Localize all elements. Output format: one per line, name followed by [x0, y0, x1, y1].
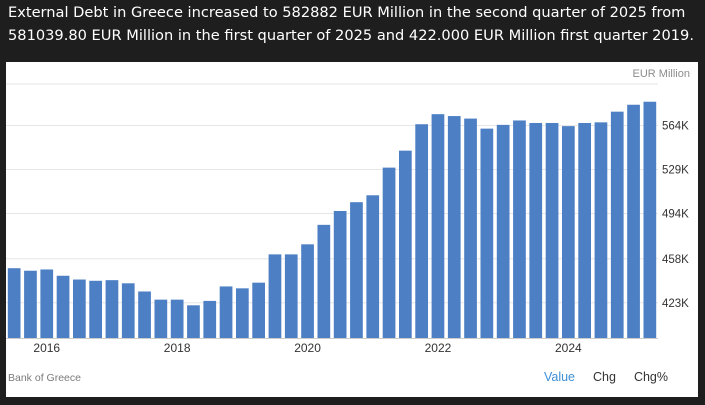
y-tick-label: 529K [662, 165, 689, 177]
chart-card: 423K 458K 494K 529K 564K 2016 2018 2020 2022 2024… [6, 62, 698, 397]
bar [138, 291, 151, 338]
bar [89, 280, 103, 338]
y-tick-label: 458K [662, 254, 689, 266]
bar [56, 275, 70, 338]
headline-line-2: 581039.80 EUR Million in the first quart… [8, 27, 694, 44]
x-tick-label: 2018 [164, 341, 191, 355]
x-tick-label: 2022 [425, 341, 452, 355]
bar [480, 128, 494, 338]
bar [545, 122, 559, 338]
bar [496, 124, 510, 338]
y-tick-label: 494K [662, 209, 689, 221]
bar [187, 305, 200, 338]
bar [284, 254, 298, 338]
bar [382, 167, 396, 338]
x-tick-label: 2016 [33, 341, 60, 355]
source-label: Bank of Greece [8, 372, 81, 384]
bar [170, 299, 184, 338]
bar [627, 104, 640, 338]
y-tick-label: 423K [662, 298, 689, 310]
external-debt-chart: 423K 458K 494K 529K 564K 2016 2018 2020 2022 2024 [6, 83, 689, 355]
bar [24, 270, 37, 338]
bar [40, 269, 54, 338]
bar [398, 150, 412, 338]
bar [350, 202, 363, 338]
view-tabs: Value Chg Chg% [544, 370, 668, 384]
bar [72, 279, 86, 338]
x-tick-label: 2020 [294, 341, 321, 355]
bar [105, 280, 119, 338]
bar [447, 116, 461, 338]
bar [578, 122, 592, 338]
bar [121, 283, 135, 338]
bar [529, 122, 543, 338]
bar [594, 122, 608, 338]
y-tick-label: 564K [662, 120, 689, 132]
bar [154, 299, 168, 338]
bar [235, 288, 249, 338]
bar [366, 195, 380, 338]
unit-label: EUR Million [632, 68, 690, 80]
headline: External Debt in Greece increased to 582… [8, 0, 703, 47]
bar [610, 111, 624, 338]
bar [415, 124, 429, 338]
bar [268, 254, 282, 338]
bar [301, 244, 314, 338]
headline-line-1: External Debt in Greece increased to 582… [8, 4, 686, 21]
bar [643, 101, 657, 338]
tab-chg-percent[interactable]: Chg% [633, 370, 668, 384]
bar [464, 118, 477, 338]
bar [317, 224, 331, 338]
tab-value[interactable]: Value [543, 370, 576, 384]
bar [203, 300, 217, 338]
bar [561, 126, 575, 338]
bar [431, 114, 445, 338]
bar [513, 120, 526, 338]
bar [219, 286, 233, 338]
x-tick-label: 2024 [555, 341, 582, 355]
bar [7, 268, 21, 338]
bar [252, 282, 266, 338]
tab-chg[interactable]: Chg [593, 370, 616, 384]
bar [333, 211, 347, 338]
